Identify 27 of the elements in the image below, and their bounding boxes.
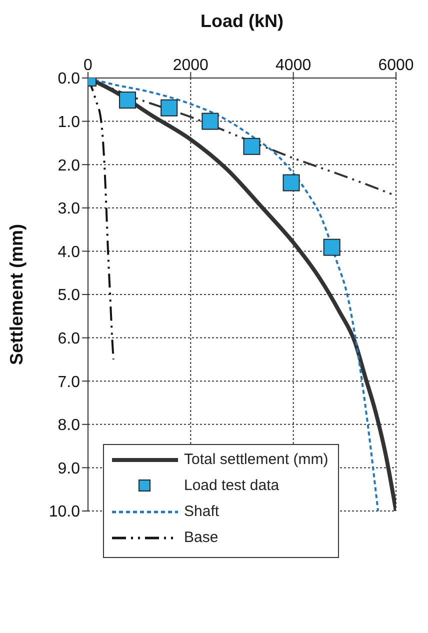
x-tick-label: 4000: [276, 57, 312, 74]
point: [119, 92, 136, 109]
y-tick-label: 4.0: [58, 244, 80, 261]
x-tick-label: 6000: [378, 57, 414, 74]
y-tick-label: 2.0: [58, 157, 80, 174]
x-axis-title: Load (kN): [200, 10, 284, 31]
point: [243, 138, 260, 155]
legend-label: Shaft: [184, 503, 220, 521]
legend-label: Total settlement (mm): [184, 451, 328, 469]
legend-label: Load test data: [184, 477, 280, 495]
y-tick-label: 6.0: [58, 330, 80, 348]
y-tick-label: 5.0: [58, 287, 80, 304]
y-tick-label: 10.0: [48, 504, 80, 521]
y-tick-label: 8.0: [58, 417, 80, 434]
y-tick-label: 9.0: [58, 460, 80, 478]
legend-label: Base: [184, 529, 218, 547]
x-tick-label: 0: [84, 57, 93, 74]
point: [323, 238, 340, 256]
y-tick-label: 0.0: [58, 70, 80, 88]
point: [282, 174, 300, 192]
y-axis-title: Settlement (mm): [6, 224, 26, 366]
point: [160, 99, 178, 116]
y-tick-label: 1.0: [58, 114, 80, 131]
x-tick-label: 2000: [172, 57, 209, 74]
y-tick-label: 7.0: [58, 374, 80, 391]
y-tick-label: 3.0: [58, 200, 80, 218]
point: [202, 112, 219, 130]
